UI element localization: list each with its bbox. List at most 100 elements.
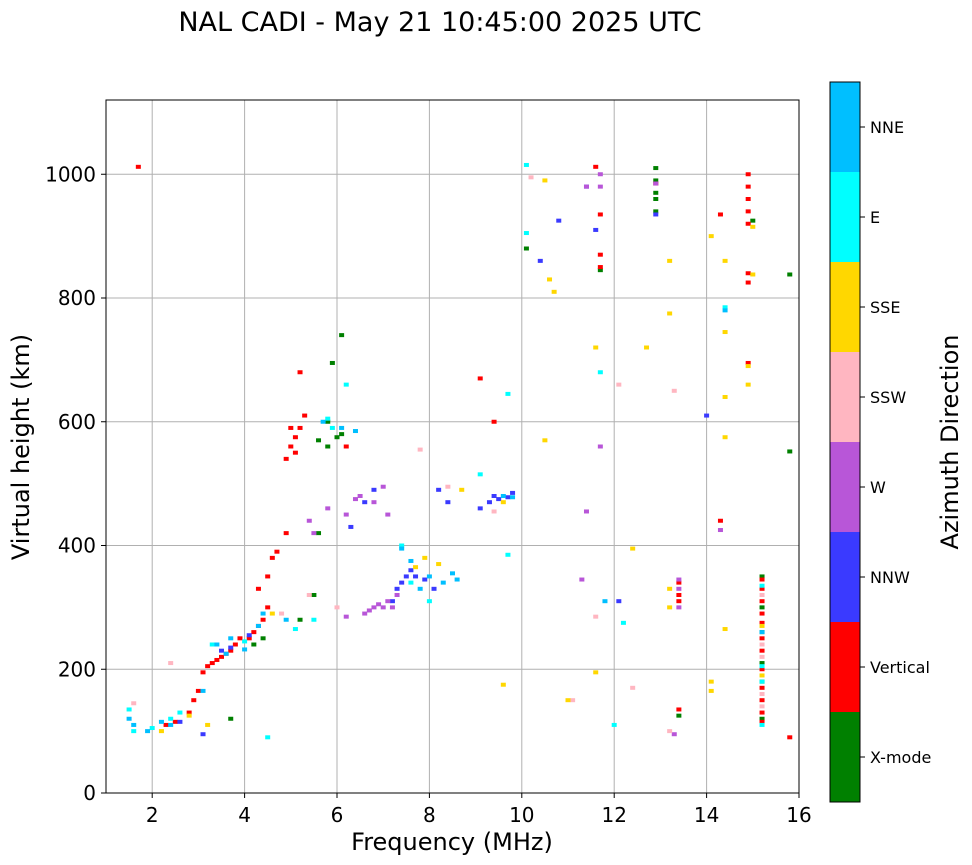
data-points xyxy=(126,162,793,740)
data-point xyxy=(537,258,543,263)
data-point xyxy=(750,218,756,223)
colorbar-segment xyxy=(830,262,860,352)
y-axis-label: Virtual height (km) xyxy=(7,334,35,560)
data-point xyxy=(450,571,455,576)
series-w xyxy=(306,172,723,737)
data-point xyxy=(214,642,220,647)
data-point xyxy=(667,311,673,316)
data-point xyxy=(556,218,562,223)
data-point xyxy=(759,611,765,616)
y-tick-label: 600 xyxy=(58,410,96,434)
data-point xyxy=(186,710,192,715)
data-point xyxy=(759,593,765,597)
data-point xyxy=(722,258,728,263)
colorbar-segment xyxy=(830,442,860,532)
data-point xyxy=(288,444,294,449)
plot-background xyxy=(106,100,799,793)
data-point xyxy=(343,512,349,517)
data-point xyxy=(168,716,174,721)
data-point xyxy=(644,345,650,350)
data-point xyxy=(745,382,751,387)
data-point xyxy=(325,444,331,449)
data-point xyxy=(376,602,382,607)
data-point xyxy=(630,685,636,690)
data-point xyxy=(583,184,589,189)
x-tick-label: 12 xyxy=(601,803,626,827)
data-point xyxy=(389,599,395,604)
data-point xyxy=(722,330,728,335)
colorbar-tick-label: NNE xyxy=(870,118,904,137)
x-tick-label: 16 xyxy=(786,803,811,827)
data-point xyxy=(602,599,608,604)
data-point xyxy=(671,732,677,737)
data-point xyxy=(237,636,243,641)
data-point xyxy=(616,382,622,387)
data-point xyxy=(505,495,511,500)
data-point xyxy=(759,704,765,709)
y-tick-label: 400 xyxy=(58,534,96,558)
x-axis-label: Frequency (MHz) xyxy=(351,828,553,856)
data-point xyxy=(242,647,248,652)
data-point xyxy=(403,574,409,579)
data-point xyxy=(168,661,174,666)
data-point xyxy=(394,586,400,591)
grid-lines xyxy=(106,100,800,794)
data-point xyxy=(274,549,280,554)
data-point xyxy=(399,543,405,548)
data-point xyxy=(205,664,211,669)
data-point xyxy=(408,568,414,573)
data-point xyxy=(228,648,234,653)
data-point xyxy=(717,212,723,217)
data-point xyxy=(131,701,137,706)
data-point xyxy=(491,509,497,514)
data-point xyxy=(611,722,617,727)
data-point xyxy=(523,246,529,251)
data-point xyxy=(186,713,192,718)
y-tick-label: 1000 xyxy=(45,162,96,186)
data-point xyxy=(302,413,308,418)
data-point xyxy=(145,729,151,734)
data-point xyxy=(593,345,599,350)
data-point xyxy=(399,580,405,585)
data-point xyxy=(246,636,252,641)
data-point xyxy=(759,679,765,684)
data-point xyxy=(413,574,419,579)
data-point xyxy=(708,234,714,239)
data-point xyxy=(676,605,682,610)
data-point xyxy=(676,586,682,591)
data-point xyxy=(787,449,793,454)
series-ssw xyxy=(131,175,765,734)
data-point xyxy=(759,667,765,672)
data-point xyxy=(653,209,659,214)
data-point xyxy=(195,688,201,693)
data-point xyxy=(228,645,234,650)
data-point xyxy=(722,435,728,440)
data-point xyxy=(422,555,428,560)
data-point xyxy=(265,574,271,579)
data-point xyxy=(759,642,765,647)
data-point xyxy=(528,175,534,180)
data-point xyxy=(717,528,723,533)
data-point xyxy=(500,682,506,687)
plot-area: 2 4 6 8 10 12 14 16 0 200 400 600 800 1000 xyxy=(45,99,812,827)
data-point xyxy=(759,692,765,696)
data-point xyxy=(459,487,465,492)
data-point xyxy=(385,512,391,517)
data-point xyxy=(454,577,460,582)
colorbar-frame xyxy=(829,81,861,803)
data-point xyxy=(759,648,765,653)
data-point xyxy=(389,605,395,610)
data-point xyxy=(676,577,682,582)
data-point xyxy=(297,425,303,430)
data-point xyxy=(149,726,155,731)
data-point xyxy=(408,580,414,585)
data-point xyxy=(352,497,358,502)
data-point xyxy=(745,271,751,276)
data-point xyxy=(630,546,636,551)
colorbar-segment xyxy=(830,352,860,442)
colorbar-tick-label: W xyxy=(870,478,886,497)
data-point xyxy=(260,617,266,622)
data-point xyxy=(325,416,331,421)
data-point xyxy=(667,605,673,610)
